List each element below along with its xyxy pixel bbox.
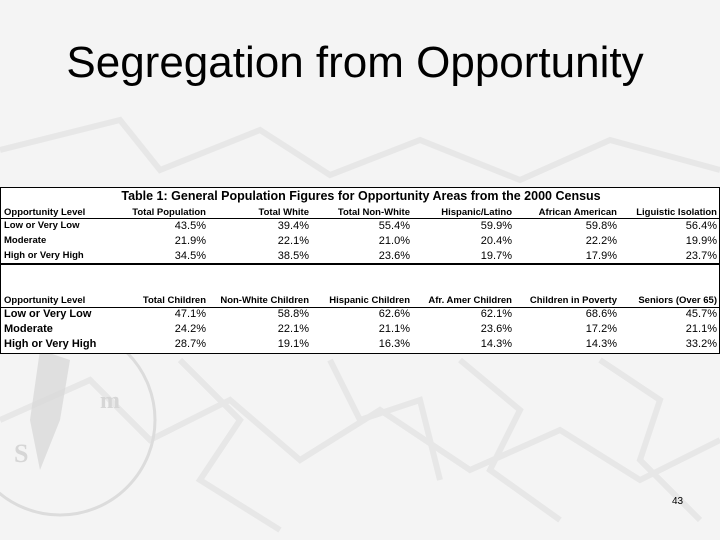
table-cell: 19.7% bbox=[480, 250, 512, 262]
table-cell: 59.9% bbox=[480, 220, 512, 232]
table-cell: 62.6% bbox=[378, 308, 410, 320]
table-cell: 62.1% bbox=[480, 308, 512, 320]
table-cell: 55.4% bbox=[378, 220, 410, 232]
table-row: High or Very High 34.5% 38.5% 23.6% 19.7… bbox=[1, 250, 720, 265]
table-cell: 59.8% bbox=[585, 220, 617, 232]
table-cell: 21.1% bbox=[685, 323, 717, 335]
table-caption: Table 1: General Population Figures for … bbox=[121, 189, 601, 203]
table-cell: 17.2% bbox=[585, 323, 617, 335]
table-cell: 56.4% bbox=[685, 220, 717, 232]
slide-title: Segregation from Opportunity bbox=[66, 38, 644, 87]
column-header: Hispanic Children bbox=[329, 295, 410, 306]
column-header: Non-White Children bbox=[220, 295, 309, 306]
table-row: Low or Very Low 43.5% 39.4% 55.4% 59.9% … bbox=[1, 220, 720, 235]
section2-header-row: Opportunity Level Total Children Non-Whi… bbox=[1, 295, 720, 310]
table-cell: 21.1% bbox=[378, 323, 410, 335]
table-cell: 45.7% bbox=[685, 308, 717, 320]
column-header: Liguistic Isolation bbox=[636, 207, 717, 218]
table-row: Low or Very Low 47.1% 58.8% 62.6% 62.1% … bbox=[1, 308, 720, 323]
section1-header-row: Opportunity Level Total Population Total… bbox=[1, 207, 720, 222]
table-row: High or Very High 28.7% 19.1% 16.3% 14.3… bbox=[1, 338, 720, 353]
table-cell: 47.1% bbox=[174, 308, 206, 320]
table-cell: 39.4% bbox=[277, 220, 309, 232]
table-cell: 22.2% bbox=[585, 235, 617, 247]
table-cell: 68.6% bbox=[585, 308, 617, 320]
table-cell: 34.5% bbox=[174, 250, 206, 262]
table-cell: 58.8% bbox=[277, 308, 309, 320]
table-cell: 24.2% bbox=[174, 323, 206, 335]
row-label: Moderate bbox=[4, 235, 47, 246]
table-cell: 43.5% bbox=[174, 220, 206, 232]
row-label: High or Very High bbox=[4, 250, 84, 261]
table-cell: 21.9% bbox=[174, 235, 206, 247]
row-label: Moderate bbox=[4, 323, 53, 335]
table-cell: 23.6% bbox=[378, 250, 410, 262]
column-header: Total Non-White bbox=[337, 207, 410, 218]
table-cell: 16.3% bbox=[378, 338, 410, 350]
table-cell: 20.4% bbox=[480, 235, 512, 247]
column-header: African American bbox=[538, 207, 617, 218]
table-cell: 23.7% bbox=[685, 250, 717, 262]
column-header: Children in Poverty bbox=[529, 295, 617, 306]
table-cell: 38.5% bbox=[277, 250, 309, 262]
column-header: Hispanic/Latino bbox=[441, 207, 512, 218]
table-cell: 14.3% bbox=[585, 338, 617, 350]
column-header: Opportunity Level bbox=[4, 207, 86, 218]
column-header: Total Population bbox=[132, 207, 206, 218]
table-cell: 19.9% bbox=[685, 235, 717, 247]
row-label: Low or Very Low bbox=[4, 308, 92, 320]
table-row: Moderate 24.2% 22.1% 21.1% 23.6% 17.2% 2… bbox=[1, 323, 720, 338]
compass-letter-m: m bbox=[100, 388, 120, 414]
compass-letter-s: S bbox=[14, 439, 28, 468]
table-cell: 17.9% bbox=[585, 250, 617, 262]
column-header: Total Children bbox=[142, 295, 206, 306]
column-header: Afr. Amer Children bbox=[428, 295, 512, 306]
table-cell: 23.6% bbox=[480, 323, 512, 335]
section-divider bbox=[1, 263, 719, 265]
table-cell: 19.1% bbox=[277, 338, 309, 350]
table-cell: 14.3% bbox=[480, 338, 512, 350]
table-cell: 33.2% bbox=[685, 338, 717, 350]
row-label: Low or Very Low bbox=[4, 220, 80, 231]
row-label: High or Very High bbox=[4, 338, 97, 350]
table-cell: 22.1% bbox=[277, 235, 309, 247]
divider bbox=[1, 218, 719, 219]
opportunity-table: Table 1: General Population Figures for … bbox=[0, 187, 720, 354]
table-row: Moderate 21.9% 22.1% 21.0% 20.4% 22.2% 1… bbox=[1, 235, 720, 250]
table-cell: 28.7% bbox=[174, 338, 206, 350]
divider bbox=[1, 307, 719, 308]
column-header: Total White bbox=[258, 207, 309, 218]
table-cell: 21.0% bbox=[378, 235, 410, 247]
table-cell: 22.1% bbox=[277, 323, 309, 335]
page-number: 43 bbox=[672, 496, 684, 507]
column-header: Opportunity Level bbox=[4, 295, 86, 306]
column-header: Seniors (Over 65) bbox=[638, 295, 717, 306]
